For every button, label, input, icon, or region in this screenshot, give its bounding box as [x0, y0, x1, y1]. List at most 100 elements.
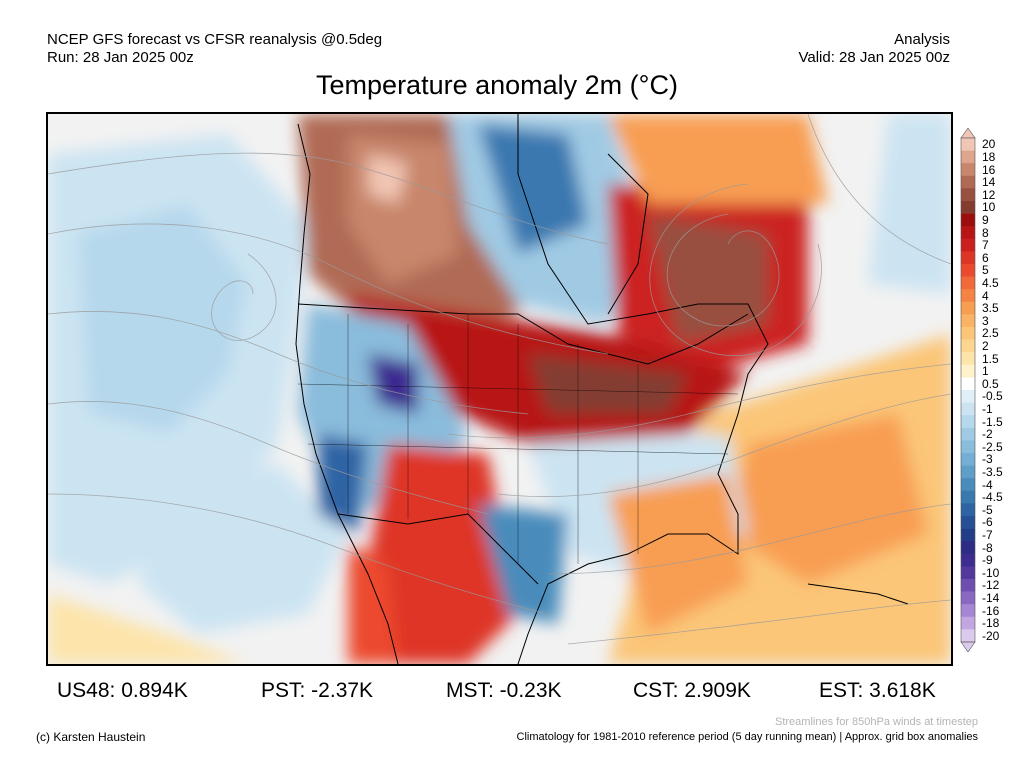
- colorbar-tick-label: 1: [982, 364, 989, 379]
- hudson-cool-core: [478, 124, 588, 254]
- colorbar-tick-label: 5: [982, 263, 989, 278]
- colorbar-tick-label: -16: [982, 603, 1000, 618]
- streamline: [48, 223, 609, 355]
- great-lakes-warm-core: [528, 354, 688, 414]
- streamline-vortex: [649, 183, 822, 356]
- colorbar-tick-label: 14: [982, 175, 996, 190]
- gulf-warm-zone: [608, 474, 748, 634]
- stat-cst: CST: 2.909K: [633, 679, 751, 702]
- streamline: [447, 363, 951, 439]
- colorbar-swatch: [961, 264, 975, 277]
- colorbar-swatch: [961, 175, 975, 189]
- anomaly-map: [46, 112, 953, 666]
- colorbar-swatch: [961, 591, 975, 605]
- colorbar-swatch: [961, 150, 975, 164]
- colorbar-tick-label: 10: [982, 200, 996, 215]
- colorbar-swatch: [961, 415, 975, 429]
- colorbar-tick-label: 4: [982, 288, 989, 303]
- streamline: [807, 114, 951, 265]
- colorbar-tick-label: 2: [982, 338, 989, 353]
- stat-est: EST: 3.618K: [819, 679, 936, 702]
- colorbar-tick-label: -9: [982, 553, 993, 568]
- colorbar-tick-label: -2.5: [982, 439, 1003, 454]
- colorbar-tick-label: 1.5: [982, 351, 999, 366]
- colorbar-tick-label: -18: [982, 616, 1000, 631]
- southwest-warm-zone: [48, 594, 248, 664]
- texas-cool-zone: [478, 504, 568, 624]
- model-description: NCEP GFS forecast vs CFSR reanalysis @0.…: [47, 31, 383, 48]
- colorbar-swatch: [961, 213, 975, 227]
- streamline: [48, 401, 489, 515]
- rockies-cold-core: [368, 354, 418, 414]
- colorbar-swatch: [961, 516, 975, 529]
- colorbar-tick-label: -3: [982, 452, 993, 467]
- colorbar-tick-label: -12: [982, 578, 1000, 593]
- streamline: [48, 311, 529, 415]
- streamline: [547, 503, 951, 575]
- great-basin-cold-core: [318, 434, 368, 534]
- header-left: NCEP GFS forecast vs CFSR reanalysis @0.…: [47, 31, 382, 67]
- colorbar-swatch: [961, 490, 975, 504]
- anomaly-map-canvas: [48, 114, 951, 664]
- colorbar-tick-label: -7: [982, 527, 993, 542]
- colorbar-tick-label: 7: [982, 238, 989, 253]
- anomaly-fill: [48, 114, 951, 664]
- colorbar-swatch: [961, 163, 975, 177]
- streamlines-note: Streamlines for 850hPa winds at timestep: [775, 716, 978, 728]
- colorbar-outline: [960, 137, 976, 643]
- wind-streamlines: [48, 114, 951, 645]
- colorbar-swatch: [961, 604, 975, 618]
- colorbar-swatch: [961, 377, 975, 391]
- colorbar-swatch: [961, 528, 975, 542]
- colorbar-tick-label: -10: [982, 565, 1000, 580]
- colorbar-tick-label: -4.5: [982, 490, 1003, 505]
- colorbar-tick-label: -1: [982, 401, 993, 416]
- colorbar-swatch: [961, 339, 975, 353]
- colorbar: [960, 128, 976, 652]
- colorbar-swatch: [961, 289, 975, 303]
- stat-mst: MST: -0.23K: [446, 679, 562, 702]
- analysis-label: Analysis: [894, 31, 950, 48]
- colorbar-swatch: [961, 352, 975, 366]
- colorbar-tick-label: 8: [982, 225, 989, 240]
- colorbar-swatch: [961, 364, 975, 378]
- climatology-note: Climatology for 1981-2010 reference peri…: [516, 731, 978, 743]
- north-atlantic-cool: [868, 114, 951, 294]
- colorbar-top-arrow: [960, 128, 976, 139]
- colorbar-tick-label: -4: [982, 477, 993, 492]
- colorbar-swatch: [961, 541, 975, 555]
- colorbar-tick-label: -6: [982, 515, 993, 530]
- colorbar-swatch: [961, 503, 975, 517]
- colorbar-swatch: [961, 390, 975, 403]
- credit: (c) Karsten Haustein: [36, 730, 146, 744]
- streamline: [48, 152, 609, 245]
- streamline: [497, 393, 951, 498]
- stat-pst: PST: -2.37K: [261, 679, 374, 702]
- colorbar-swatch: [961, 314, 975, 328]
- colorbar-tick-label: -1.5: [982, 414, 1003, 429]
- colorbar-swatch: [961, 616, 975, 630]
- regional-stats: US48: 0.894K PST: -2.37K MST: -0.23K CST…: [0, 679, 1024, 705]
- colorbar-tick-label: -14: [982, 590, 1000, 605]
- colorbar-swatch: [961, 553, 975, 567]
- valid-time: Valid: 28 Jan 2025 00z: [798, 49, 950, 66]
- colorbar-swatch: [961, 579, 975, 592]
- colorbar-swatch: [961, 138, 975, 151]
- header-right: Analysis Valid: 28 Jan 2025 00z: [798, 31, 950, 67]
- colorbar-swatch: [961, 402, 975, 416]
- colorbar-swatch: [961, 327, 975, 340]
- colorbar-swatch: [961, 453, 975, 466]
- colorbar-swatch: [961, 301, 975, 315]
- colorbar-swatch: [961, 566, 975, 580]
- labrador-warm-zone: [608, 114, 828, 204]
- pacific-coastline: [295, 123, 399, 664]
- colorbar-tick-label: -2: [982, 427, 993, 442]
- stat-us48: US48: 0.894K: [57, 679, 188, 702]
- colorbar-swatch: [961, 440, 975, 454]
- colorbar-tick-label: 12: [982, 187, 996, 202]
- map-title: Temperature anomaly 2m (°C): [316, 70, 678, 100]
- colorbar-tick-label: -3.5: [982, 464, 1003, 479]
- streamline-vortex: [211, 253, 277, 341]
- state-borders: [297, 314, 739, 564]
- colorbar-tick-label: 18: [982, 149, 996, 164]
